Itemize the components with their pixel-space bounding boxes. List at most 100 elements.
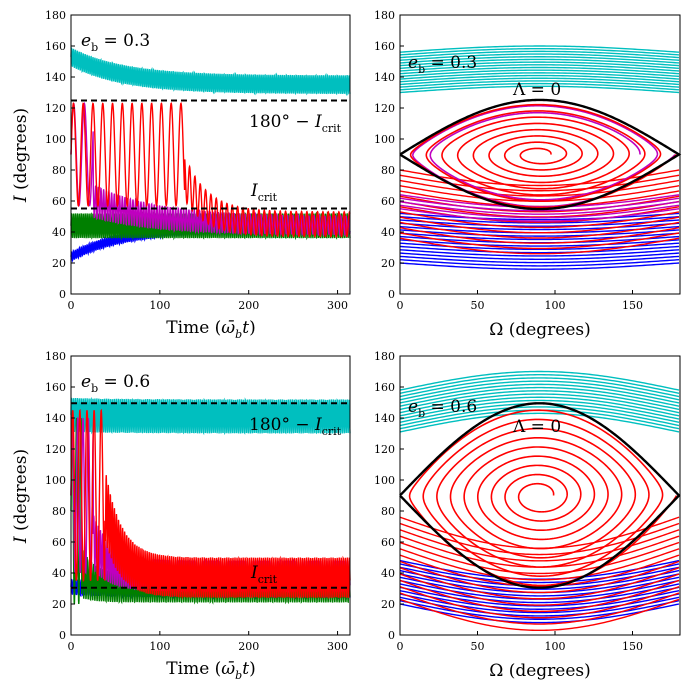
series-line-green xyxy=(70,418,351,605)
y-tick-label: 160 xyxy=(374,40,395,53)
y-axis-label: I (degrees) xyxy=(11,108,31,203)
x-axis-label: Ω (degrees) xyxy=(489,320,591,340)
band-curve-red xyxy=(399,232,680,250)
axes-frame xyxy=(70,14,351,295)
band-curve-red xyxy=(399,216,680,234)
eb-annotation: eb = 0.6 xyxy=(408,397,477,420)
band-curve-blue xyxy=(399,232,680,241)
band-curve-blue xyxy=(399,229,680,237)
band-curve-red xyxy=(399,227,680,244)
y-tick-label: 60 xyxy=(381,536,395,549)
y-tick-label: 0 xyxy=(388,288,395,301)
ticks: 0 50 100 150 0 20 40 60 80 100 120 140 160 180 xyxy=(374,9,643,312)
separatrix-annotation: Λ = 0 xyxy=(512,417,561,437)
band-curve-red xyxy=(399,221,680,239)
y-tick-label: 0 xyxy=(388,629,395,642)
band-curve-blue xyxy=(399,219,680,227)
band-curve-blue xyxy=(399,603,680,624)
band-curve-red xyxy=(399,169,680,187)
band-curve-red xyxy=(399,598,680,632)
series-line-cyan xyxy=(70,396,351,436)
series-layer xyxy=(70,396,351,605)
eb-annotation: eb = 0.3 xyxy=(81,31,150,54)
band-curve-magenta xyxy=(399,208,680,222)
x-tick-label: 100 xyxy=(149,299,170,312)
series-line-red xyxy=(70,408,351,600)
ticks: 0 50 100 150 0 20 40 60 80 100 120 140 160 180 xyxy=(374,350,643,653)
y-tick-label: 120 xyxy=(45,102,66,115)
y-tick-label: 160 xyxy=(45,40,66,53)
band-curve-blue xyxy=(399,589,680,610)
reference-lines xyxy=(71,402,350,589)
y-tick-label: 140 xyxy=(374,412,395,425)
band-curve-blue xyxy=(399,222,680,231)
band-curve-red xyxy=(399,522,680,556)
x-tick-label: 0 xyxy=(68,299,75,312)
y-tick-label: 60 xyxy=(381,195,395,208)
band-curve-blue xyxy=(399,599,680,620)
x-tick-label: 100 xyxy=(545,299,566,312)
band-curve-cyan xyxy=(399,82,680,91)
series-line-cyan xyxy=(70,46,351,97)
band-curve-cyan xyxy=(399,56,680,64)
band-curve-red xyxy=(399,579,680,613)
y-tick-label: 140 xyxy=(45,412,66,425)
band-curve-red xyxy=(399,541,680,575)
y-tick-label: 120 xyxy=(374,443,395,456)
band-curve-blue xyxy=(399,255,680,264)
y-tick-label: 80 xyxy=(381,164,395,177)
x-tick-label: 0 xyxy=(68,640,75,653)
band-curve-cyan xyxy=(399,77,680,86)
band-curve-cyan xyxy=(399,399,680,420)
series-line-red xyxy=(70,102,351,238)
panel-time-eb06: 0 100 200 300 0 20 40 60 80 100 120 140 160 180 eb = … xyxy=(11,350,351,682)
y-tick-label: 140 xyxy=(45,71,66,84)
y-tick-label: 80 xyxy=(52,164,66,177)
y-tick-label: 40 xyxy=(381,567,395,580)
y-tick-label: 120 xyxy=(45,443,66,456)
band-curve-blue xyxy=(399,576,680,597)
axes-frame xyxy=(70,355,351,636)
band-curve-cyan xyxy=(399,58,680,67)
band-curve-blue xyxy=(399,252,680,260)
y-tick-label: 100 xyxy=(45,474,66,487)
panel-phase-eb03: 0 50 100 150 0 20 40 60 80 100 120 140 160 180 eb = 0… xyxy=(374,9,682,340)
ticks: 0 100 200 300 0 20 40 60 80 100 120 140 160 180 xyxy=(45,9,348,312)
band-curve-blue xyxy=(399,563,680,584)
panel-time-eb03: 0 100 200 300 0 20 40 60 80 100 120 140 160 180 eb = … xyxy=(11,9,351,341)
spiral-red xyxy=(408,409,677,587)
band-curve-cyan xyxy=(399,377,680,398)
band-curve-blue xyxy=(399,596,680,617)
band-curve-cyan xyxy=(399,64,680,72)
y-tick-label: 20 xyxy=(381,598,395,611)
band-curve-cyan xyxy=(399,72,680,80)
band-curve-cyan xyxy=(399,390,680,411)
band-curve-blue xyxy=(399,593,680,614)
band-curve-cyan xyxy=(399,85,680,94)
band-curve-cyan xyxy=(399,386,680,407)
band-curve-cyan xyxy=(399,380,680,401)
upper-critical-annotation: 180° − Icrit xyxy=(249,112,342,135)
y-tick-label: 180 xyxy=(45,350,66,363)
x-tick-label: 50 xyxy=(471,640,485,653)
reference-lines xyxy=(399,98,682,211)
y-tick-label: 20 xyxy=(381,257,395,270)
series-layer xyxy=(70,46,351,263)
y-tick-label: 80 xyxy=(381,505,395,518)
reference-lines xyxy=(71,99,350,210)
x-tick-label: 150 xyxy=(622,299,643,312)
x-axis-label: Ω (degrees) xyxy=(489,661,591,681)
band-curve-magenta xyxy=(399,204,680,219)
x-tick-label: 150 xyxy=(622,640,643,653)
eb-annotation: eb = 0.6 xyxy=(81,372,150,395)
y-tick-label: 120 xyxy=(374,102,395,115)
lower-critical-annotation: Icrit xyxy=(250,181,278,204)
band-curve-cyan xyxy=(399,47,680,56)
x-tick-label: 200 xyxy=(238,640,259,653)
y-tick-label: 180 xyxy=(45,9,66,22)
separatrix-curve xyxy=(399,402,681,589)
band-curve-cyan xyxy=(399,69,680,78)
series-layer xyxy=(399,370,680,632)
y-tick-label: 140 xyxy=(374,71,395,84)
